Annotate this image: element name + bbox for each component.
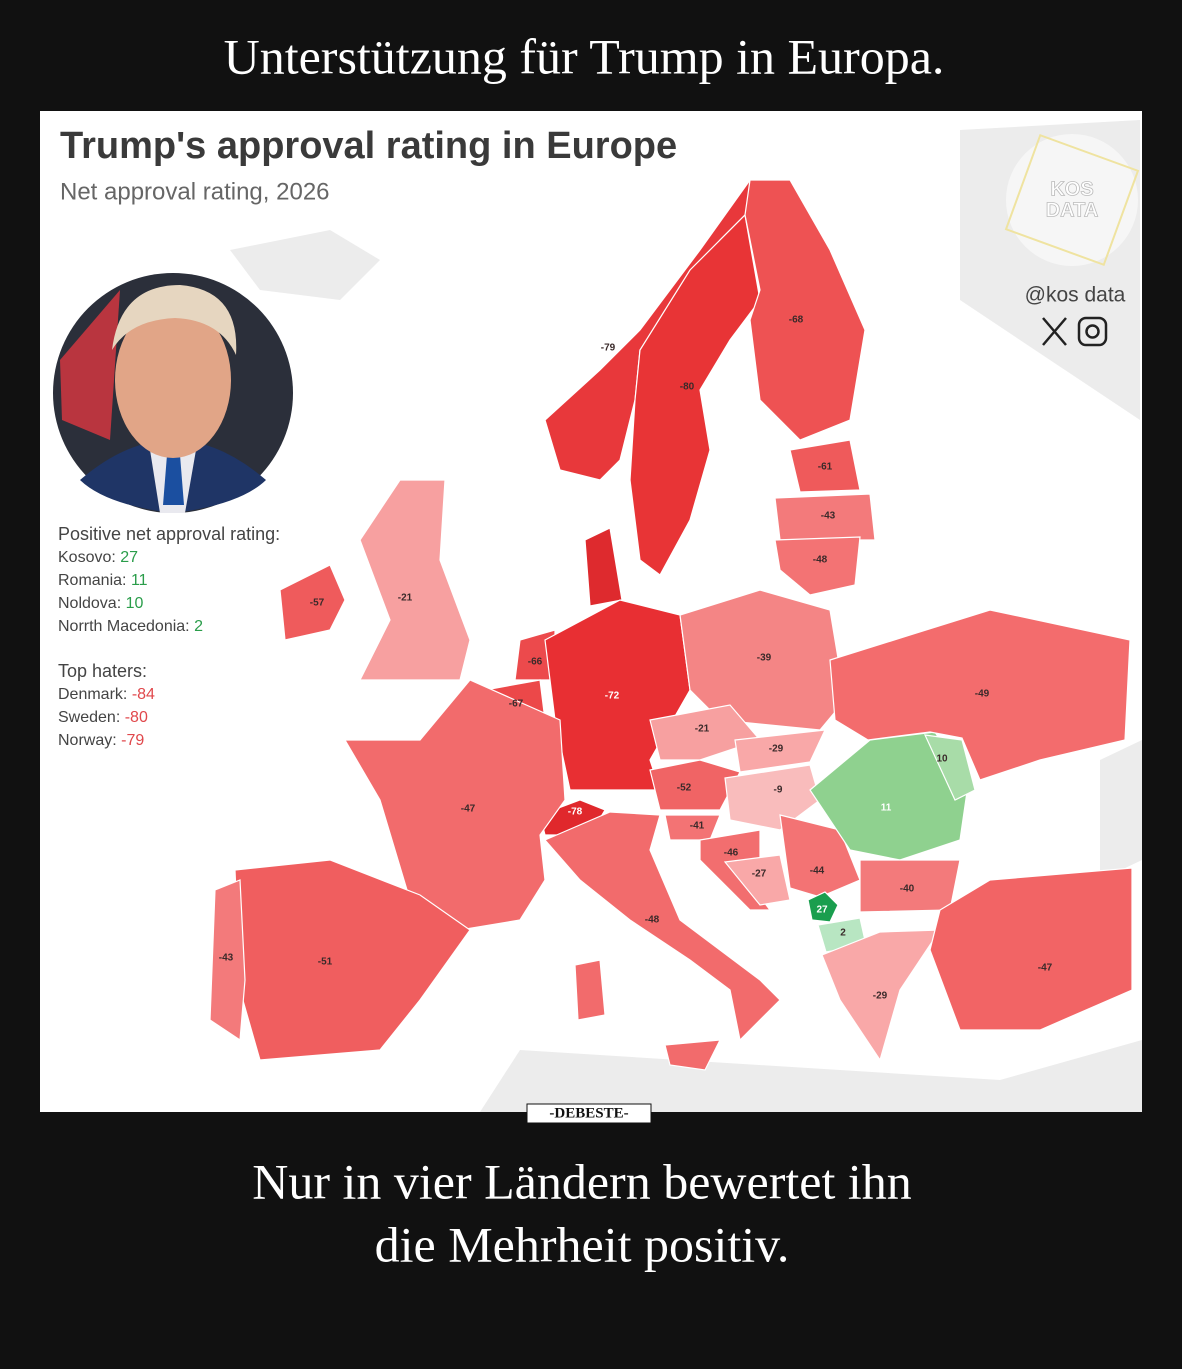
ireland xyxy=(279,564,346,641)
united-kingdom xyxy=(359,479,471,681)
italy xyxy=(544,811,781,1042)
map-labels: -79 -80 -68 -61 -43 -48 -57 -21 -66 -67 … xyxy=(219,315,1053,1002)
spain xyxy=(234,859,471,1061)
country: Romania: xyxy=(58,572,126,589)
map-label: -43 xyxy=(219,953,234,964)
map-label: -61 xyxy=(818,462,833,473)
map-label: -48 xyxy=(645,915,660,926)
value: -79 xyxy=(121,732,144,749)
legend: Positive net approval rating: Kosovo: 27… xyxy=(58,524,280,749)
page-title: Unterstützung für Trump in Europa. xyxy=(224,28,945,84)
estonia xyxy=(789,439,861,493)
map-label: -39 xyxy=(757,653,772,664)
map-label: -40 xyxy=(900,884,915,895)
logo-text: KOS xyxy=(1050,178,1093,200)
map-label: -72 xyxy=(605,691,620,702)
countries xyxy=(209,179,1133,1071)
legend-heading: Top haters: xyxy=(58,661,147,681)
map-label: -47 xyxy=(461,804,476,815)
latvia xyxy=(774,493,876,541)
map-label: -47 xyxy=(1038,963,1053,974)
legend-heading: Positive net approval rating: xyxy=(58,524,280,544)
map-label: -29 xyxy=(873,991,888,1002)
map-label: -68 xyxy=(789,315,804,326)
country: Kosovo: xyxy=(58,549,116,566)
country: Denmark: xyxy=(58,686,127,703)
poland xyxy=(679,589,846,731)
legend-item: Kosovo: 27 xyxy=(58,549,138,566)
france xyxy=(343,679,566,931)
legend-item: Norway: -79 xyxy=(58,732,144,749)
turkey xyxy=(929,867,1133,1031)
legend-item: Romania: 11 xyxy=(58,572,148,589)
country: Norway: xyxy=(58,732,117,749)
map-label: -46 xyxy=(724,848,739,859)
legend-item: Noldova: 10 xyxy=(58,595,144,612)
hungary xyxy=(724,764,821,831)
value: -84 xyxy=(132,686,155,703)
social-icons xyxy=(1042,316,1108,347)
legend-item: Denmark: -84 xyxy=(58,686,155,703)
map-label: -41 xyxy=(690,821,705,832)
czechia xyxy=(649,704,762,761)
country: Norrth Macedonia: xyxy=(58,618,190,635)
map-label: -9 xyxy=(774,785,783,796)
watermark: -DEBESTE- xyxy=(526,1103,652,1124)
portugal xyxy=(209,879,246,1042)
map-label: -67 xyxy=(509,699,524,710)
map-label: -27 xyxy=(752,869,767,880)
value: 2 xyxy=(194,618,203,635)
value: -80 xyxy=(125,709,148,726)
caption-line: Nur in vier Ländern bewertet ihn xyxy=(252,1153,911,1209)
map-label: -66 xyxy=(528,657,543,668)
map-panel: -79 -80 -68 -61 -43 -48 -57 -21 -66 -67 … xyxy=(40,111,1142,1112)
map-subtitle: Net approval rating, 2026 xyxy=(60,178,330,205)
map-label: -51 xyxy=(318,957,333,968)
map-label: -78 xyxy=(568,807,583,818)
map-label: 11 xyxy=(881,803,892,814)
map-label: -44 xyxy=(810,866,825,877)
map-label: -49 xyxy=(975,689,990,700)
map-title: Trump's approval rating in Europe xyxy=(60,125,677,167)
country: Noldova: xyxy=(58,595,121,612)
map-label: -21 xyxy=(695,724,710,735)
map-label: -43 xyxy=(821,511,836,522)
handle: @kos data xyxy=(1025,284,1126,307)
map-label: -29 xyxy=(769,744,784,755)
watermark-text: -DEBESTE- xyxy=(549,1105,628,1121)
finland xyxy=(744,179,866,441)
map-label: 27 xyxy=(816,905,828,916)
bosnia xyxy=(723,854,791,906)
value: 10 xyxy=(126,595,144,612)
value: 27 xyxy=(120,549,138,566)
map-label: -52 xyxy=(677,783,692,794)
map-label: -21 xyxy=(398,593,413,604)
portrait xyxy=(53,273,293,513)
greece xyxy=(821,929,942,1062)
map-label: -79 xyxy=(601,343,616,354)
logo: KOS DATA xyxy=(1004,133,1140,267)
map-label: 10 xyxy=(936,754,948,765)
map-label: 2 xyxy=(840,928,846,939)
map-label: -80 xyxy=(680,382,695,393)
value: 11 xyxy=(131,572,148,589)
legend-item: Sweden: -80 xyxy=(58,709,148,726)
moldova xyxy=(923,734,976,801)
sicily xyxy=(664,1039,722,1071)
map-label: -57 xyxy=(310,598,325,609)
sardinia xyxy=(574,959,606,1021)
map-label: -48 xyxy=(813,555,828,566)
country: Sweden: xyxy=(58,709,120,726)
lithuania xyxy=(774,536,861,596)
slovakia xyxy=(734,729,826,773)
caption-line: die Mehrheit positiv. xyxy=(375,1216,790,1272)
ukraine xyxy=(829,609,1131,781)
kosovo xyxy=(807,891,839,923)
legend-item: Norrth Macedonia: 2 xyxy=(58,618,203,635)
logo-text: DATA xyxy=(1046,199,1099,221)
